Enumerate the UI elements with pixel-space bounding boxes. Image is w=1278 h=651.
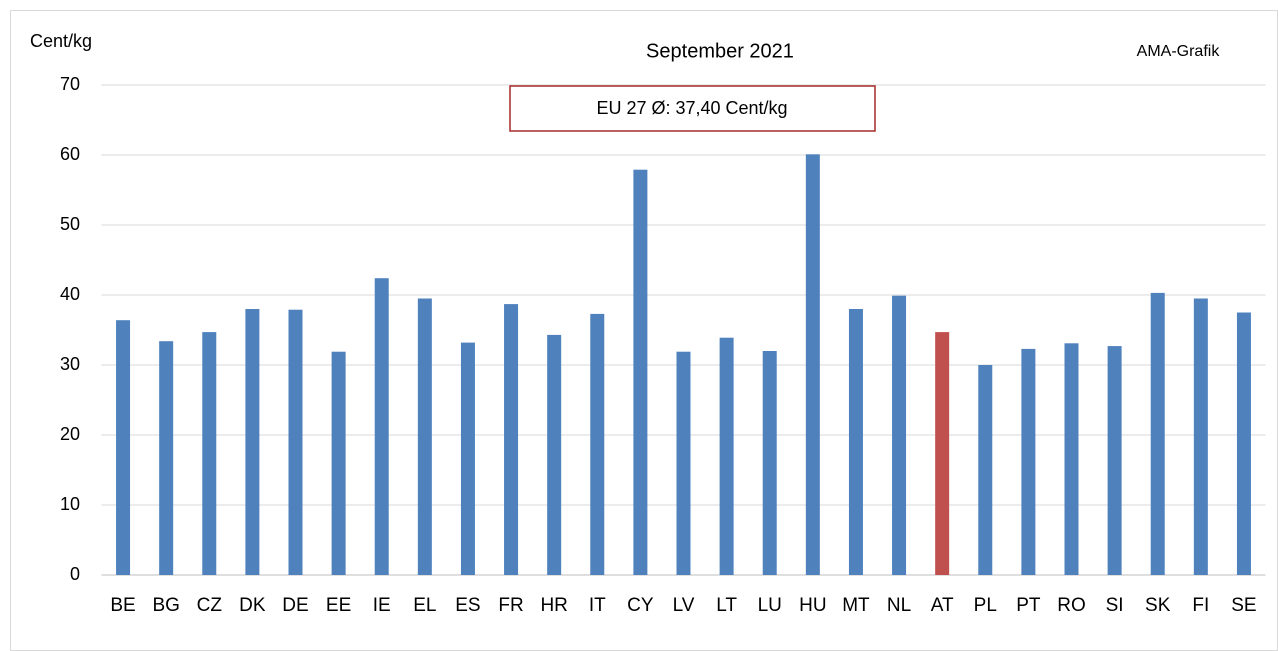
x-tick-label: NL xyxy=(887,595,911,616)
x-tick-label: AT xyxy=(931,595,954,616)
x-tick-label: LT xyxy=(716,595,737,616)
x-tick-label: EL xyxy=(413,595,436,616)
x-tick-label: MT xyxy=(842,595,870,616)
bar xyxy=(460,342,475,575)
bar xyxy=(978,365,993,575)
x-tick-label: IE xyxy=(373,595,391,616)
y-tick-label: 20 xyxy=(60,424,80,444)
x-tick-label: IT xyxy=(589,595,606,616)
bar xyxy=(1021,348,1036,575)
y-tick-label: 30 xyxy=(60,354,80,374)
y-tick-label: 10 xyxy=(60,494,80,514)
x-tick-label: LU xyxy=(758,595,782,616)
bar xyxy=(633,169,648,575)
x-tick-label: RO xyxy=(1057,595,1086,616)
x-tick-label: FR xyxy=(498,595,523,616)
bar xyxy=(288,309,303,575)
y-tick-label: 70 xyxy=(60,74,80,94)
bar xyxy=(1150,292,1165,575)
bar xyxy=(935,332,950,575)
y-tick-label: 50 xyxy=(60,214,80,234)
x-tick-label: DK xyxy=(239,595,266,616)
x-tick-label: HU xyxy=(799,595,826,616)
bar xyxy=(504,304,519,575)
chart-title: September 2021 xyxy=(646,40,794,62)
annotation-box xyxy=(509,85,876,132)
bar xyxy=(762,351,777,575)
y-tick-label: 0 xyxy=(70,564,80,584)
bar xyxy=(848,309,863,575)
x-tick-label: BE xyxy=(110,595,135,616)
bar xyxy=(547,334,562,575)
x-tick-label: ES xyxy=(455,595,480,616)
bar xyxy=(245,309,260,575)
x-tick-label: SE xyxy=(1231,595,1256,616)
x-tick-label: HR xyxy=(540,595,567,616)
source-label: AMA-Grafik xyxy=(1137,43,1221,60)
bar xyxy=(1107,346,1122,575)
x-tick-label: CY xyxy=(627,595,654,616)
bar xyxy=(805,154,820,576)
bar xyxy=(417,298,432,575)
bar xyxy=(1236,312,1251,575)
x-tick-label: SI xyxy=(1106,595,1124,616)
bar xyxy=(374,278,389,575)
x-tick-label: BG xyxy=(152,595,179,616)
bar xyxy=(116,320,131,575)
y-tick-label: 60 xyxy=(60,144,80,164)
x-tick-label: PL xyxy=(974,595,997,616)
bar xyxy=(590,313,605,575)
y-tick-label: 40 xyxy=(60,284,80,304)
bar xyxy=(1064,343,1079,575)
annotation: EU 27 Ø: 37,40 Cent/kg xyxy=(596,98,787,118)
x-tick-label: EE xyxy=(326,595,351,616)
bar xyxy=(719,337,734,575)
y-axis-label: Cent/kg xyxy=(30,31,92,51)
bar xyxy=(202,332,217,575)
x-tick-label: CZ xyxy=(197,595,223,616)
x-tick-label: FI xyxy=(1192,595,1209,616)
x-tick-label: PT xyxy=(1016,595,1041,616)
bar xyxy=(892,295,907,575)
x-tick-label: SK xyxy=(1145,595,1171,616)
bar xyxy=(331,351,346,575)
x-tick-label: DE xyxy=(282,595,308,616)
bar xyxy=(1193,298,1208,575)
x-tick-label: LV xyxy=(673,595,695,616)
bar xyxy=(159,341,174,575)
bar xyxy=(676,351,691,575)
